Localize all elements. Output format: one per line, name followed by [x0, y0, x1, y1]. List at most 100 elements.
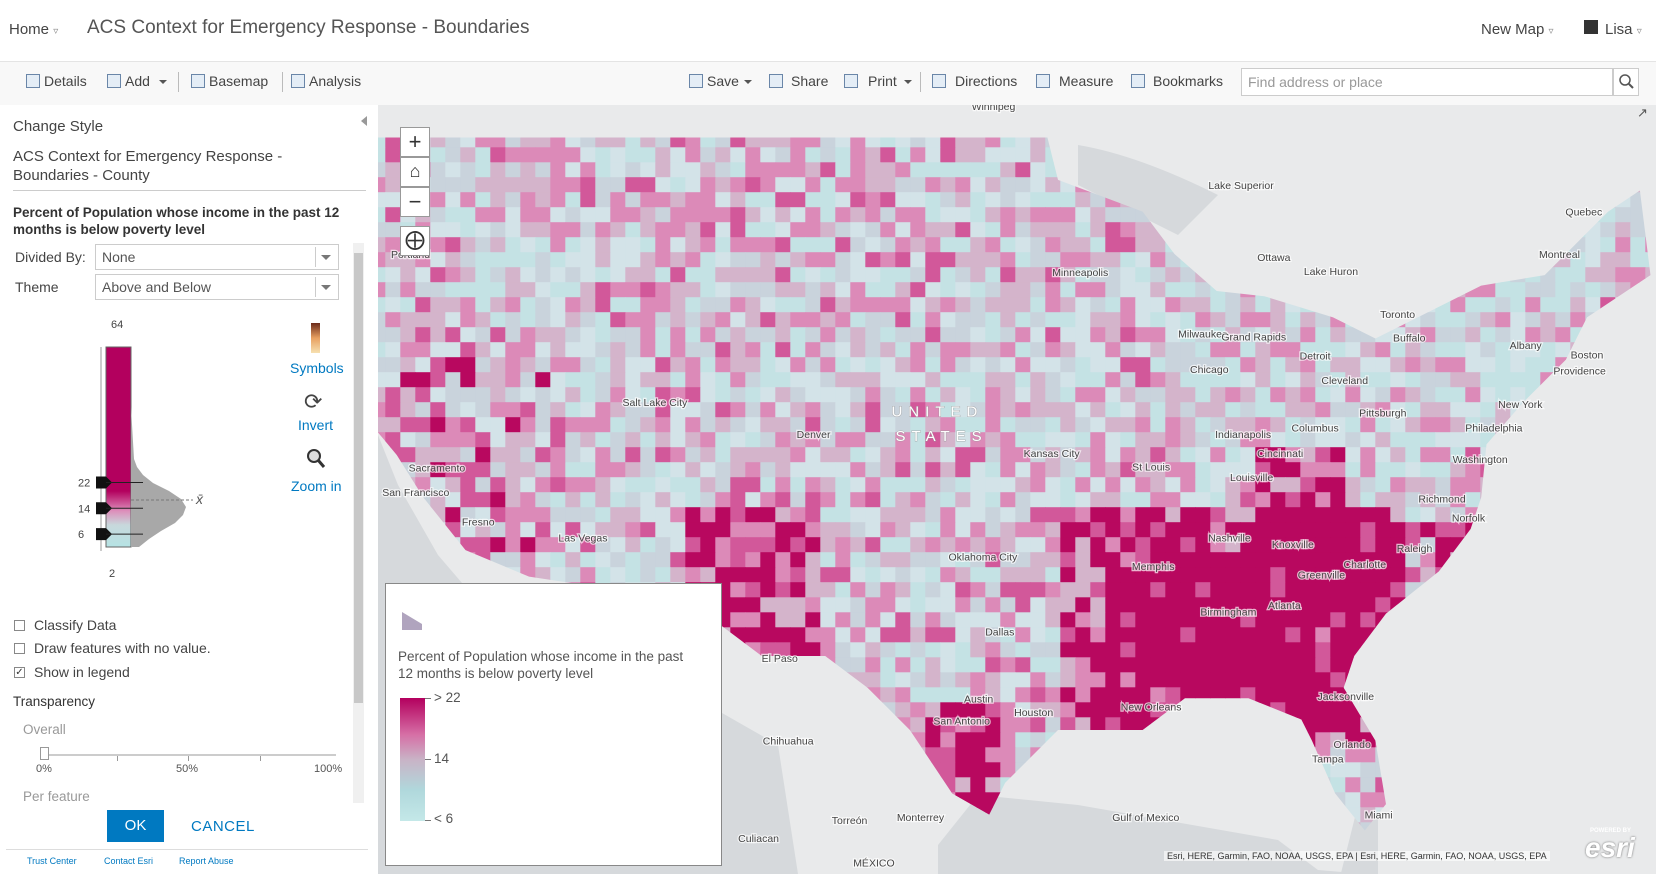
county — [1090, 597, 1106, 613]
scroll-thumb[interactable] — [354, 253, 363, 703]
new-map-menu[interactable]: New Map ▿ — [1481, 21, 1554, 38]
handle[interactable] — [96, 476, 112, 489]
county — [1090, 717, 1106, 733]
toolbar-button[interactable]: Measure — [1059, 73, 1114, 89]
county — [805, 612, 821, 628]
toolbar-button[interactable]: Basemap — [209, 73, 269, 89]
scrollbar[interactable] — [353, 243, 364, 803]
county — [805, 327, 821, 343]
county — [805, 162, 821, 178]
toolbar-button[interactable]: Directions — [955, 73, 1018, 89]
user-label[interactable]: Lisa — [1605, 21, 1633, 38]
home-menu[interactable]: Home ▿ — [9, 21, 59, 38]
county — [925, 747, 941, 763]
handle[interactable] — [96, 502, 112, 515]
county — [1225, 312, 1241, 328]
symbols-icon[interactable] — [311, 323, 320, 353]
county — [1240, 537, 1256, 553]
county — [925, 492, 941, 508]
search-box[interactable]: Find address or place — [1241, 68, 1613, 96]
zoom-in-action[interactable]: Zoom in — [291, 478, 342, 494]
footer-link[interactable]: Contact Esri — [104, 856, 154, 866]
zoom-in-icon[interactable] — [305, 447, 327, 471]
checkbox[interactable] — [14, 620, 25, 631]
county — [895, 432, 911, 448]
home-button[interactable]: ⌂ — [400, 157, 430, 187]
county — [1180, 372, 1196, 388]
county — [1150, 297, 1166, 313]
county — [1195, 312, 1211, 328]
user-menu[interactable]: Lisa ▿ — [1605, 21, 1642, 38]
county — [1045, 522, 1061, 538]
theme-value[interactable]: Above and Below — [102, 279, 211, 295]
checkbox[interactable] — [14, 643, 25, 654]
toolbar-button[interactable]: Bookmarks — [1153, 73, 1224, 89]
divided-by-value[interactable]: None — [102, 249, 136, 265]
county — [490, 417, 506, 433]
county — [490, 192, 506, 208]
checkbox[interactable]: ✓ — [14, 667, 25, 678]
handle-label: 14 — [78, 503, 90, 515]
zoom-out-button[interactable]: − — [400, 187, 430, 217]
county — [385, 297, 401, 313]
toolbar-button[interactable]: Analysis — [309, 73, 362, 89]
county — [580, 177, 596, 193]
expand-icon[interactable]: ↗ — [1637, 105, 1648, 120]
county — [1270, 597, 1286, 613]
new-map-label[interactable]: New Map — [1481, 21, 1545, 38]
county — [1390, 582, 1406, 598]
footer-link[interactable]: Report Abuse — [179, 856, 234, 866]
search-button[interactable] — [1613, 68, 1639, 96]
county — [595, 567, 611, 583]
county — [895, 672, 911, 688]
handle[interactable] — [96, 528, 112, 541]
county — [1345, 792, 1361, 808]
county — [1345, 567, 1361, 583]
slider-thumb[interactable] — [40, 747, 49, 760]
slider-track[interactable] — [42, 754, 336, 756]
county — [550, 462, 566, 478]
county — [1060, 417, 1076, 433]
county — [910, 582, 926, 598]
slider-tick-label: 100% — [314, 763, 343, 775]
county — [985, 357, 1001, 373]
county — [1060, 627, 1076, 643]
invert-icon[interactable]: ⟳ — [304, 389, 323, 414]
footer-link[interactable]: Trust Center — [27, 856, 77, 866]
county — [1315, 312, 1331, 328]
cancel-button[interactable]: CANCEL — [191, 818, 255, 835]
toolbar-button[interactable]: Save — [707, 73, 739, 89]
county — [1015, 522, 1031, 538]
county — [1315, 327, 1331, 343]
county — [775, 177, 791, 193]
toolbar-button[interactable]: Share — [791, 73, 829, 89]
county — [955, 777, 971, 793]
county — [1000, 147, 1016, 163]
county — [925, 597, 941, 613]
county — [1255, 402, 1271, 418]
county — [1300, 657, 1316, 673]
county — [1225, 627, 1241, 643]
county — [595, 147, 611, 163]
county — [1360, 492, 1376, 508]
theme-select[interactable]: Above and Below — [95, 274, 339, 300]
divided-by-select[interactable]: None — [95, 244, 339, 270]
locate-button[interactable]: ⨁ — [400, 226, 430, 256]
county — [1420, 432, 1436, 448]
toolbar-button[interactable]: Details — [44, 73, 87, 89]
county — [640, 297, 656, 313]
county — [1225, 672, 1241, 688]
county — [655, 162, 671, 178]
home-label[interactable]: Home — [9, 21, 50, 38]
zoom-in-button[interactable]: + — [400, 127, 430, 157]
symbols-action[interactable]: Symbols — [290, 360, 344, 376]
toolbar-button[interactable]: Print — [868, 73, 897, 89]
ok-button[interactable]: OK — [107, 810, 164, 842]
county — [625, 222, 641, 238]
county — [1270, 342, 1286, 358]
toolbar-button[interactable]: Add — [125, 73, 150, 89]
county — [1060, 702, 1076, 718]
collapse-arrow[interactable] — [356, 116, 367, 126]
invert-action[interactable]: Invert — [298, 417, 334, 433]
county — [790, 252, 806, 268]
